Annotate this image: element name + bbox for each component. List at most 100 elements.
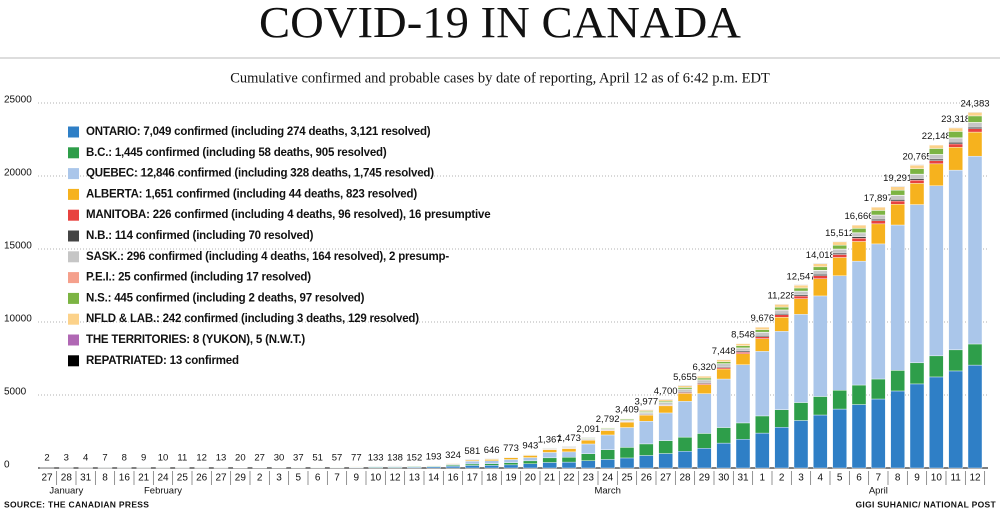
bar-segment	[523, 460, 538, 464]
bar-segment	[909, 179, 925, 184]
bar-segment	[755, 415, 770, 434]
bar-segment	[697, 433, 712, 449]
legend-swatch	[68, 313, 79, 325]
bar-segment	[639, 414, 654, 422]
bar-segment	[542, 452, 557, 459]
y-tick-label: 5000	[4, 387, 27, 398]
bar-segment	[774, 409, 789, 428]
x-tick-label: 30	[718, 473, 730, 484]
bar-segment	[697, 375, 712, 379]
bar-segment	[929, 148, 944, 155]
bar-segment	[832, 408, 847, 469]
bar-segment	[793, 298, 809, 315]
bar-segment	[871, 206, 886, 211]
total-label: 581	[464, 446, 480, 457]
bar-segment	[735, 422, 751, 440]
bar-segment	[600, 434, 615, 450]
x-tick-label: 11	[950, 473, 961, 484]
bar-segment	[658, 453, 673, 469]
bar-segment	[909, 164, 925, 169]
bar-segment	[735, 343, 751, 346]
bar-segment	[832, 252, 847, 255]
bar-segment	[851, 232, 867, 237]
chart-subtitle: Cumulative confirmed and probable cases …	[230, 70, 770, 86]
total-label: 8	[122, 453, 127, 464]
bar-segment	[793, 402, 809, 421]
total-label: 2	[44, 453, 49, 464]
bar-segment	[967, 115, 983, 123]
bar-segment	[581, 443, 596, 454]
legend-label: NFLD & LAB.: 242 confirmed (including 3 …	[86, 313, 419, 325]
bar-segment	[832, 241, 847, 246]
total-label: 193	[426, 452, 442, 463]
total-label: 30	[274, 453, 285, 464]
bar-segment	[967, 126, 983, 129]
bar-segment	[677, 451, 693, 469]
bar-segment	[948, 142, 963, 145]
bar-segment	[929, 185, 944, 357]
legend-label: N.S.: 445 confirmed (including 2 deaths,…	[86, 292, 365, 304]
bar-segment	[890, 224, 905, 371]
bar-segment	[890, 390, 905, 469]
bar-segment	[735, 364, 751, 424]
bar-segment	[832, 244, 847, 250]
x-tick-label: 21	[138, 473, 150, 484]
x-tick-label: 6	[856, 473, 862, 484]
bar-segment	[948, 169, 963, 351]
total-label: 12,547	[786, 271, 815, 282]
bar-segment	[639, 455, 654, 469]
bar-segment	[465, 465, 480, 469]
total-label: 19,291	[883, 173, 912, 184]
bar-segment	[851, 404, 867, 469]
y-tick-label: 20000	[4, 168, 32, 179]
bar-segment	[793, 291, 809, 295]
bar-segment	[542, 449, 557, 453]
bar-segment	[503, 462, 519, 466]
bar-segment	[948, 131, 963, 138]
bar-segment	[561, 448, 577, 453]
bar-segment	[871, 218, 886, 221]
total-label: 11	[177, 453, 187, 464]
y-tick-label: 15000	[4, 241, 32, 252]
bar-segment	[793, 295, 809, 299]
bar-segment	[948, 147, 963, 171]
bar-segment	[523, 457, 538, 462]
bar-segment	[890, 199, 905, 202]
bar-segment	[755, 338, 770, 352]
total-label: 2,792	[596, 414, 620, 425]
total-label: 3,977	[634, 396, 658, 407]
bar-segment	[813, 295, 828, 397]
x-tick-label: 25	[177, 473, 189, 484]
bar-segment	[774, 316, 789, 332]
bar-segment	[561, 451, 577, 458]
bar-segment	[484, 459, 499, 462]
bar-segment	[658, 402, 673, 405]
bar-segment	[832, 257, 847, 276]
bar-segment	[716, 378, 731, 428]
bar-segment	[890, 186, 905, 191]
bar-segment	[851, 228, 867, 233]
x-tick-label: 2	[779, 473, 785, 484]
legend-swatch	[68, 355, 79, 367]
bar-segment	[967, 364, 983, 469]
total-label: 6,320	[692, 362, 716, 373]
bar-segment	[735, 347, 751, 352]
x-tick-label: 9	[354, 473, 360, 484]
x-tick-label: 7	[876, 473, 882, 484]
bar-segment	[600, 430, 615, 436]
bar-segment	[735, 439, 751, 469]
bar-segment	[929, 163, 944, 186]
x-tick-label: 14	[428, 473, 440, 484]
total-label: 17,897	[864, 193, 893, 204]
bar-segment	[832, 275, 847, 391]
bar-segment	[967, 155, 983, 345]
month-label: January	[49, 486, 83, 497]
bar-segment	[890, 370, 905, 392]
x-tick-label: 19	[505, 473, 517, 484]
x-tick-label: 21	[544, 473, 556, 484]
x-tick-label: 12	[969, 473, 981, 484]
bar-segment	[774, 310, 789, 314]
total-label: 24,383	[960, 99, 989, 110]
bar-segment	[967, 128, 983, 133]
bar-segment	[445, 465, 461, 469]
